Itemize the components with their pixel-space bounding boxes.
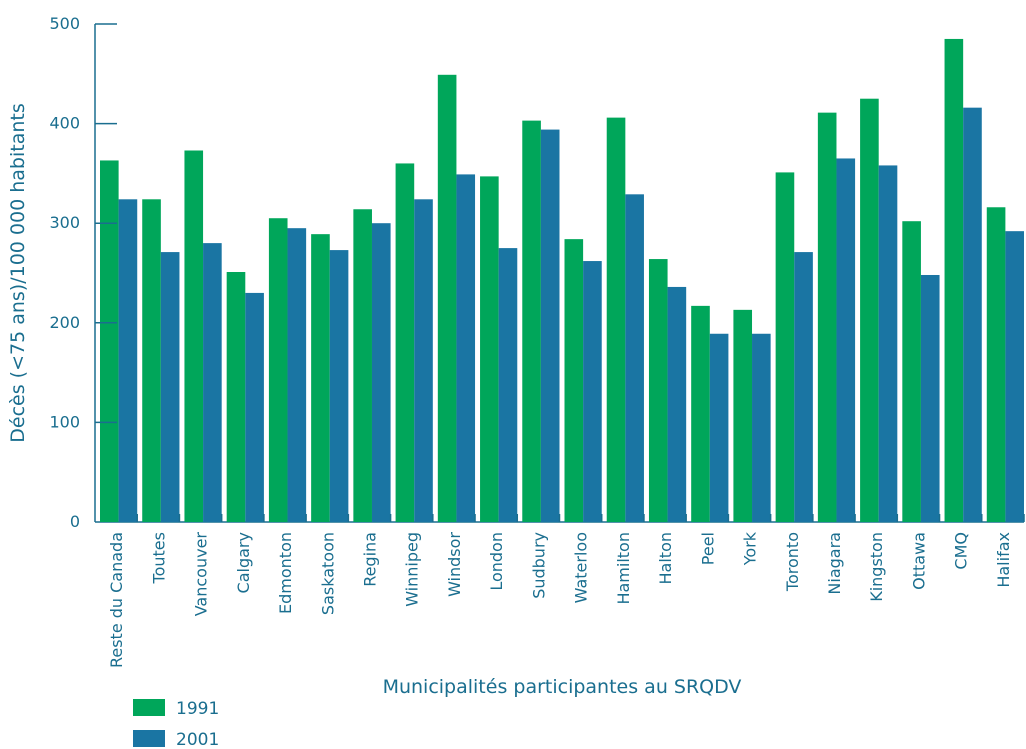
x-category-label: Ottawa: [909, 532, 928, 590]
bar-2001-hamilton: [625, 194, 644, 523]
x-category-label: Winnipeg: [403, 532, 422, 607]
bar-2001-toronto: [794, 252, 813, 523]
x-category-label: Halton: [656, 532, 675, 584]
x-category-label: Regina: [360, 532, 379, 587]
y-tick-label: 400: [49, 114, 80, 133]
bar-2001-calgary: [245, 292, 264, 522]
bar-1991-toronto: [775, 172, 795, 523]
legend-label-2001: 2001: [176, 730, 219, 749]
bar-2001-cmq: [963, 107, 982, 522]
x-category-label: Edmonton: [276, 532, 295, 614]
bar-1991-calgary: [226, 272, 246, 522]
y-ticks: 0 100 200 300 400 500: [49, 14, 117, 531]
bar-1991-windsor: [437, 74, 457, 523]
bar-2001-sudbury: [540, 129, 560, 523]
bar-2001-niagara: [836, 158, 856, 522]
x-category-label: Calgary: [234, 532, 253, 593]
x-category-label: Peel: [698, 532, 717, 565]
x-category-label: Reste du Canada: [107, 532, 126, 668]
bar-1991-niagara: [817, 112, 837, 523]
bar-1991-reste-du-canada: [100, 160, 119, 522]
bar-2001-ottawa: [920, 274, 940, 522]
x-category-label: Sudbury: [529, 532, 548, 599]
bar-1991-york: [733, 309, 753, 522]
bar-1991-halton: [648, 259, 668, 522]
bar-2001-york: [752, 333, 771, 522]
bar-2001-halifax: [1005, 231, 1024, 522]
x-category-label: London: [487, 532, 506, 591]
x-category-label: Toronto: [783, 532, 802, 592]
bar-1991-winnipeg: [395, 163, 415, 522]
bar-1991-saskatoon: [311, 234, 330, 522]
bar-1991-ottawa: [902, 221, 921, 522]
bar-2001-london: [498, 248, 518, 522]
bar-1991-halifax: [986, 207, 1006, 522]
y-tick-label: 100: [49, 412, 80, 431]
bar-1991-cmq: [944, 38, 964, 522]
x-category-label: Hamilton: [614, 532, 633, 605]
x-ticks: Reste du Canada Toutes Vancouver Calgary Edm…: [107, 514, 1025, 668]
bar-2001-waterloo: [583, 261, 602, 522]
bar-2001-regina: [371, 223, 391, 522]
bar-1991-london: [480, 176, 499, 522]
bar-1991-edmonton: [268, 218, 288, 522]
legend-swatch-2001: [133, 730, 165, 747]
x-category-label: Vancouver: [192, 532, 211, 617]
y-axis-title: Décès (<75 ans)/100 000 habitants: [7, 103, 29, 442]
y-tick-label: 200: [49, 313, 80, 332]
bar-1991-regina: [353, 209, 372, 523]
bar-1991-toutes: [142, 199, 161, 522]
bar-1991-waterloo: [564, 239, 584, 523]
x-axis-title: Municipalités participantes au SRQDV: [383, 676, 742, 698]
bar-2001-edmonton: [287, 228, 307, 522]
bars: [100, 38, 1024, 523]
bar-2001-kingston: [878, 165, 898, 522]
legend: 1991 2001: [133, 699, 219, 749]
legend-label-1991: 1991: [176, 699, 219, 719]
bar-2001-windsor: [456, 174, 476, 522]
bar-1991-hamilton: [606, 117, 626, 523]
bar-1991-kingston: [860, 98, 879, 522]
x-category-label: Niagara: [825, 532, 844, 595]
x-category-label: Toutes: [149, 532, 168, 584]
bar-2001-winnipeg: [414, 199, 433, 522]
y-tick-label: 300: [49, 213, 80, 232]
bar-1991-peel: [691, 305, 710, 522]
x-category-label: Kingston: [867, 532, 886, 602]
x-category-label: York: [741, 531, 760, 566]
bar-2001-saskatoon: [329, 250, 349, 523]
bar-2001-reste-du-canada: [118, 199, 138, 522]
legend-swatch-1991: [133, 699, 165, 716]
x-category-label: Windsor: [445, 532, 464, 597]
bar-2001-peel: [709, 333, 729, 522]
x-category-label: Halifax: [994, 532, 1013, 588]
bar-2001-halton: [667, 286, 687, 522]
bar-1991-sudbury: [522, 120, 541, 522]
x-category-label: Waterloo: [572, 532, 591, 603]
bar-2001-toutes: [160, 252, 180, 523]
bar-1991-vancouver: [184, 150, 204, 522]
y-tick-label: 500: [49, 14, 80, 33]
x-category-label: CMQ: [952, 532, 971, 570]
x-category-label: Saskatoon: [318, 532, 337, 615]
bar-2001-vancouver: [203, 243, 222, 522]
y-tick-label: 0: [70, 512, 80, 531]
